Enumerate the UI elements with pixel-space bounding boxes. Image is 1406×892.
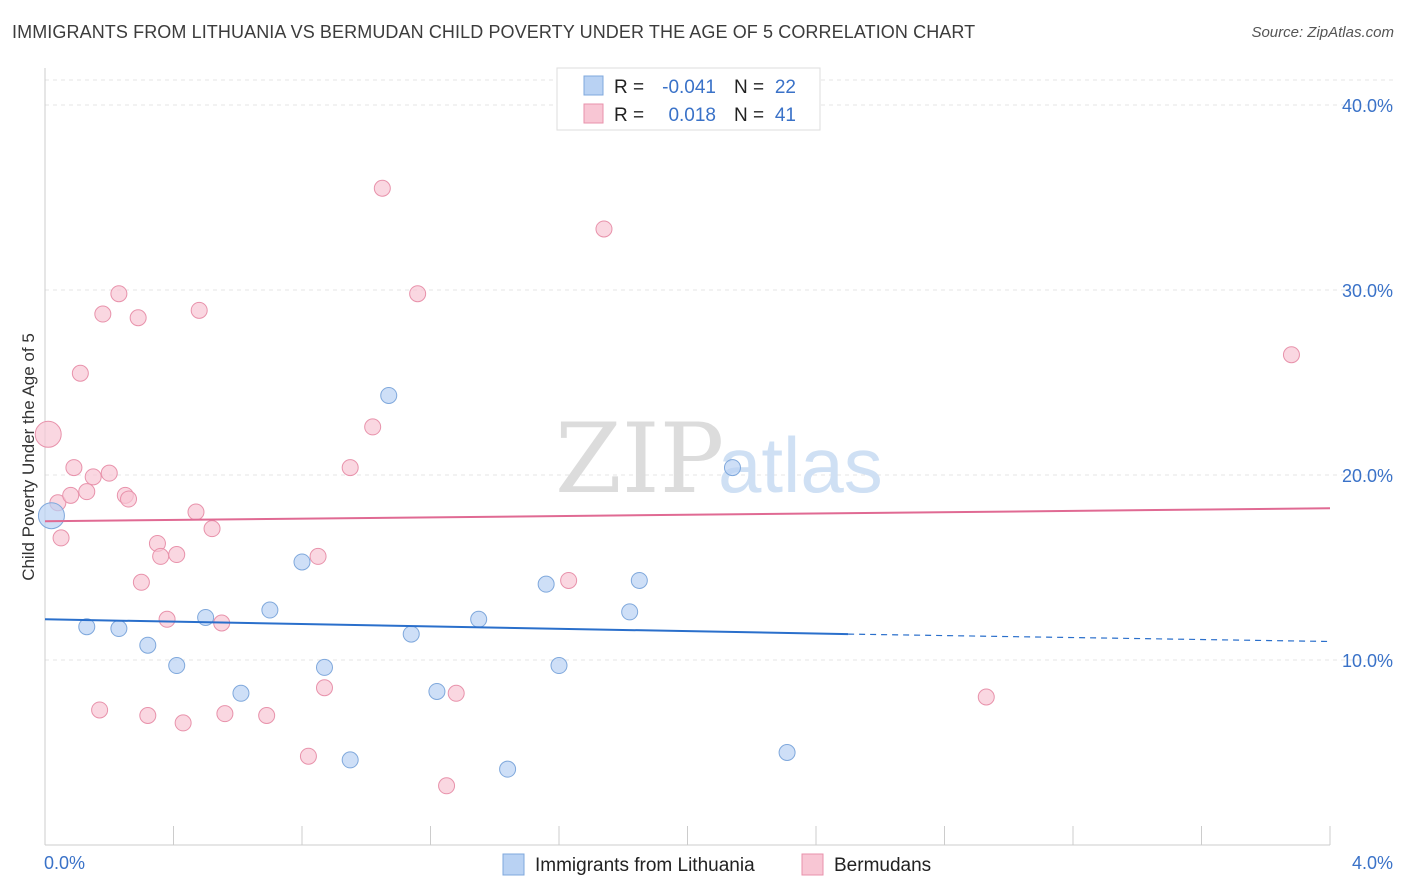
bermudan-point [258, 707, 276, 724]
y-tick-label-20: 20.0% [1342, 466, 1393, 486]
lithuania-point [499, 760, 517, 778]
lithuania-point [380, 386, 398, 404]
bermudan-point [364, 418, 382, 436]
bermudan-point [139, 707, 157, 724]
lithuania-point [341, 751, 359, 769]
lithuania-point [232, 684, 250, 702]
lithuania-point [261, 601, 279, 619]
bermudan-point [132, 573, 150, 591]
bermudan-point [62, 486, 80, 504]
y-tick-label-40: 40.0% [1342, 96, 1393, 116]
y-axis-label: Child Poverty Under the Age of 5 [19, 333, 38, 581]
lithuania-point [621, 603, 639, 621]
bermudan-point [129, 309, 147, 327]
legend-r-label-2: R = [614, 105, 644, 126]
legend-swatch-lithuania [583, 75, 604, 96]
y-tick-label-30: 30.0% [1342, 281, 1393, 301]
bermudan-point [309, 547, 327, 565]
legend-r-value-2: 0.018 [668, 105, 716, 126]
bermudan-point [91, 701, 109, 719]
bermudan-points [34, 179, 1300, 795]
bermudan-point [65, 459, 83, 477]
bermudan-point [373, 179, 391, 197]
bottom-legend-lithuania: Immigrants from Lithuania [535, 855, 755, 876]
bottom-legend-bermudan: Bermudans [834, 855, 931, 876]
bermudan-point [216, 705, 234, 723]
lithuania-point [78, 618, 96, 636]
grid-lines [45, 79, 1393, 661]
chart-source: Source: ZipAtlas.com [1251, 24, 1394, 41]
bottom-swatch-bermudan [801, 853, 824, 876]
chart-title: IMMIGRANTS FROM LITHUANIA VS BERMUDAN CH… [12, 22, 976, 42]
legend-n-label-1: N = [734, 77, 764, 98]
bermudan-point [190, 301, 208, 319]
legend-r-value-1: -0.041 [662, 77, 716, 98]
bermudan-point [174, 714, 192, 732]
bermudan-point [100, 464, 118, 482]
legend-n-value-2: 41 [775, 105, 796, 126]
bermudan-point [120, 490, 138, 508]
bermudan-point [34, 420, 62, 448]
bermudan-point [315, 679, 333, 697]
bermudan-point [187, 503, 205, 521]
bottom-swatch-lithuania [502, 853, 525, 876]
bermudan-point [152, 547, 170, 565]
legend-n-value-1: 22 [775, 77, 796, 98]
lithuania-trend-extension [848, 633, 1331, 643]
series-legend: Immigrants from Lithuania Bermudans [502, 853, 931, 876]
lithuania-point [293, 553, 311, 571]
bermudan-point [71, 364, 89, 382]
bermudan-point [438, 777, 456, 795]
lithuania-point [139, 636, 157, 654]
lithuania-trend-line [44, 618, 849, 636]
lithuania-point [537, 575, 555, 593]
bermudan-point [560, 571, 578, 589]
lithuania-point [37, 502, 65, 530]
bermudan-point [110, 285, 128, 303]
x-tick-label-start: 0.0% [44, 853, 85, 873]
trend-lines [44, 507, 1331, 643]
lithuania-point [315, 658, 333, 676]
bermudan-point [595, 220, 613, 238]
bermudan-point [84, 468, 102, 486]
bermudan-point [977, 688, 995, 706]
lithuania-point [630, 571, 648, 589]
y-tick-label-10: 10.0% [1342, 651, 1393, 671]
x-axis-ticks [173, 826, 1331, 845]
bermudan-point [341, 459, 359, 477]
bermudan-point [94, 305, 112, 323]
bermudan-point [409, 285, 427, 303]
legend-r-label-1: R = [614, 77, 644, 98]
lithuania-point [778, 744, 796, 761]
lithuania-point [470, 610, 488, 628]
bermudan-point [52, 529, 70, 547]
bermudan-point [1282, 346, 1300, 364]
legend-n-label-2: N = [734, 105, 764, 126]
bermudan-point [158, 610, 176, 628]
x-tick-label-end: 4.0% [1352, 853, 1393, 873]
lithuania-point [550, 657, 568, 675]
bermudan-trend-line [44, 507, 1331, 523]
lithuania-point [168, 657, 186, 675]
lithuania-points [37, 386, 796, 778]
watermark-atlas: atlas [718, 421, 883, 509]
bermudan-point [299, 747, 317, 765]
watermark-zip: ZIP [555, 403, 724, 515]
correlation-legend: R = -0.041 N = 22 R = 0.018 N = 41 [556, 67, 821, 131]
legend-swatch-bermudan [583, 103, 604, 124]
lithuania-point [110, 620, 128, 638]
lithuania-point [723, 459, 741, 477]
lithuania-point [402, 625, 420, 643]
lithuania-point [428, 682, 446, 700]
bermudan-point [203, 520, 221, 538]
y-tick-labels: 10.0% 20.0% 30.0% 40.0% [1342, 96, 1393, 671]
bermudan-point [78, 483, 96, 501]
bermudan-point [168, 546, 186, 564]
bermudan-point [447, 684, 465, 702]
